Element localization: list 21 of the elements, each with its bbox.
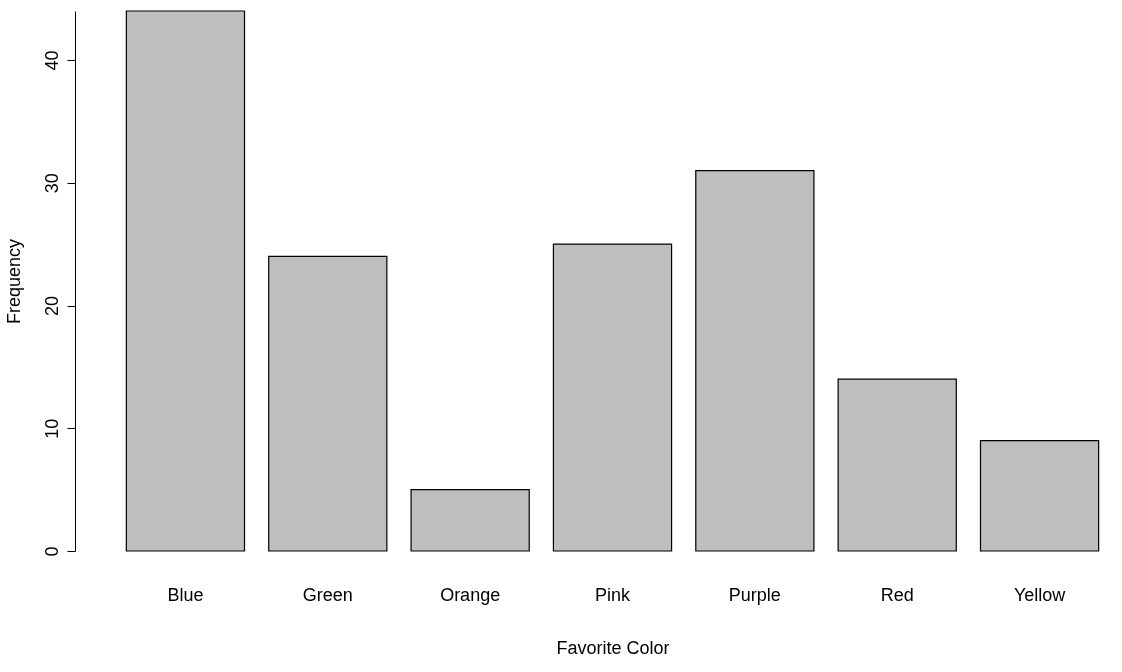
x-tick-label: Blue <box>167 584 204 605</box>
bar <box>695 169 815 552</box>
bar <box>125 10 246 552</box>
x-tick-label: Red <box>880 584 914 605</box>
x-tick-label: Green <box>302 584 353 605</box>
y-tick-label: 20 <box>41 296 62 317</box>
y-tick-label: 0 <box>41 546 62 557</box>
x-tick-label: Purple <box>728 584 781 605</box>
bar <box>837 378 957 552</box>
y-tick-label: 10 <box>41 418 62 439</box>
x-tick-label: Yellow <box>1013 584 1067 605</box>
y-axis-title: Frequency <box>3 238 24 325</box>
bar <box>979 439 1100 552</box>
bar <box>552 243 673 552</box>
bar <box>410 489 530 552</box>
x-tick-label: Orange <box>440 584 501 605</box>
x-axis-title: Favorite Color <box>556 637 670 658</box>
y-tick-label: 30 <box>41 173 62 194</box>
x-tick-label: Pink <box>594 584 632 605</box>
bar <box>268 255 388 552</box>
y-tick-label: 40 <box>41 50 62 71</box>
